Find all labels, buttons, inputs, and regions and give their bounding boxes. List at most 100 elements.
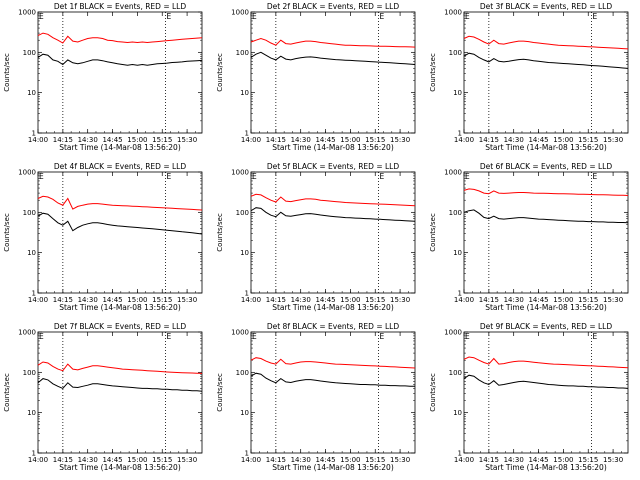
event-marker-label: E (167, 12, 172, 21)
series-events-black (250, 51, 416, 65)
event-marker-label: E (593, 172, 598, 181)
x-tick-label: 15:15 (152, 136, 172, 144)
x-tick-label: 14:15 (479, 296, 499, 304)
series-events-black (250, 207, 416, 222)
x-tick-label: 14:30 (291, 456, 311, 464)
y-tick-label: 1 (458, 130, 462, 138)
plot-frame (463, 171, 629, 294)
y-tick-label: 1 (245, 450, 249, 458)
chart-svg-3: Det 3f BLACK = Events, RED = LLD 1 10 100 10… (429, 2, 629, 152)
y-axis-label: Counts/sec (429, 53, 437, 92)
x-tick-label: 15:15 (365, 456, 385, 464)
chart-panel-5: Det 5f BLACK = Events, RED = LLD 1 10 100 10… (213, 160, 426, 320)
y-axis-label: Counts/sec (3, 373, 11, 412)
x-tick-label: 14:30 (78, 136, 98, 144)
series-lld-red (250, 193, 416, 207)
event-marker-label: E (380, 332, 385, 341)
y-tick-label: 1 (458, 450, 462, 458)
plot-frame (463, 331, 629, 454)
y-tick-label: 1 (245, 290, 249, 298)
x-tick-label: 14:45 (315, 136, 335, 144)
event-marker-label: E (252, 172, 257, 181)
y-axis-label: Counts/sec (216, 53, 224, 92)
x-tick-label: 15:00 (553, 296, 573, 304)
x-tick-label: 14:00 (241, 296, 261, 304)
y-tick-label: 10 (453, 89, 462, 97)
y-tick-label: 1000 (444, 9, 462, 17)
chart-panel-7: Det 7f BLACK = Events, RED = LLD 1 10 100 10… (0, 320, 213, 480)
event-marker-label: E (39, 332, 44, 341)
x-tick-label: 14:00 (28, 136, 48, 144)
chart-title: Det 1f BLACK = Events, RED = LLD (54, 2, 187, 11)
y-tick-label: 1000 (231, 169, 249, 177)
plot-frame (37, 11, 203, 134)
x-axis-label: Start Time (14-Mar-08 13:56:20) (272, 303, 394, 312)
x-tick-label: 14:45 (102, 456, 122, 464)
chart-title: Det 9f BLACK = Events, RED = LLD (480, 322, 613, 331)
x-tick-label: 15:30 (390, 296, 410, 304)
x-tick-label: 15:15 (578, 296, 598, 304)
y-tick-label: 1 (32, 290, 36, 298)
y-tick-label: 1 (458, 290, 462, 298)
y-axis-label: Counts/sec (429, 213, 437, 252)
x-tick-label: 14:00 (454, 296, 474, 304)
y-tick-label: 100 (449, 209, 462, 217)
x-axis-label: Start Time (14-Mar-08 13:56:20) (485, 463, 607, 472)
series-events-black (37, 212, 203, 235)
y-axis-label: Counts/sec (3, 53, 11, 92)
x-tick-label: 15:30 (390, 456, 410, 464)
y-tick-label: 10 (240, 89, 249, 97)
x-tick-label: 14:30 (291, 296, 311, 304)
y-tick-label: 100 (449, 369, 462, 377)
y-tick-label: 100 (23, 209, 36, 217)
y-tick-label: 10 (27, 89, 36, 97)
x-tick-label: 14:45 (102, 136, 122, 144)
x-tick-label: 14:15 (266, 136, 286, 144)
y-axis-label: Counts/sec (216, 373, 224, 412)
series-events-black (463, 209, 629, 224)
chart-title: Det 7f BLACK = Events, RED = LLD (54, 322, 187, 331)
chart-panel-1: Det 1f BLACK = Events, RED = LLD 1 10 100 10… (0, 0, 213, 160)
chart-title: Det 6f BLACK = Events, RED = LLD (480, 162, 613, 171)
y-tick-label: 1000 (231, 329, 249, 337)
x-tick-label: 15:30 (177, 456, 197, 464)
x-tick-label: 14:30 (504, 296, 524, 304)
series-lld-red (37, 32, 203, 44)
chart-title: Det 5f BLACK = Events, RED = LLD (267, 162, 400, 171)
y-tick-label: 100 (236, 49, 249, 57)
y-axis-label: Counts/sec (429, 373, 437, 412)
event-marker-label: E (593, 12, 598, 21)
chart-panel-2: Det 2f BLACK = Events, RED = LLD 1 10 100 10… (213, 0, 426, 160)
x-axis-label: Start Time (14-Mar-08 13:56:20) (59, 463, 181, 472)
event-marker-label: E (167, 172, 172, 181)
x-tick-label: 14:30 (291, 136, 311, 144)
x-tick-label: 15:00 (340, 456, 360, 464)
x-tick-label: 14:30 (78, 456, 98, 464)
y-tick-label: 10 (453, 249, 462, 257)
chart-title: Det 4f BLACK = Events, RED = LLD (54, 162, 187, 171)
series-lld-red (463, 356, 629, 369)
series-events-black (463, 374, 629, 389)
chart-svg-1: Det 1f BLACK = Events, RED = LLD 1 10 100 10… (3, 2, 203, 152)
x-tick-label: 14:15 (266, 296, 286, 304)
series-lld-red (463, 35, 629, 50)
plot-frame (463, 11, 629, 134)
chart-title: Det 8f BLACK = Events, RED = LLD (267, 322, 400, 331)
series-events-black (463, 52, 629, 69)
x-tick-label: 14:45 (315, 456, 335, 464)
plot-frame (250, 11, 416, 134)
x-tick-label: 15:30 (390, 136, 410, 144)
chart-panel-3: Det 3f BLACK = Events, RED = LLD 1 10 100 10… (426, 0, 639, 160)
x-tick-label: 15:00 (340, 296, 360, 304)
x-tick-label: 14:15 (53, 136, 73, 144)
y-tick-label: 1000 (18, 9, 36, 17)
x-axis-label: Start Time (14-Mar-08 13:56:20) (485, 303, 607, 312)
x-tick-label: 14:45 (528, 296, 548, 304)
x-tick-label: 14:00 (454, 136, 474, 144)
y-tick-label: 100 (23, 369, 36, 377)
x-axis-label: Start Time (14-Mar-08 13:56:20) (272, 463, 394, 472)
x-tick-label: 14:30 (78, 296, 98, 304)
event-marker-label: E (167, 332, 172, 341)
series-lld-red (37, 361, 203, 374)
x-tick-label: 15:30 (603, 456, 623, 464)
